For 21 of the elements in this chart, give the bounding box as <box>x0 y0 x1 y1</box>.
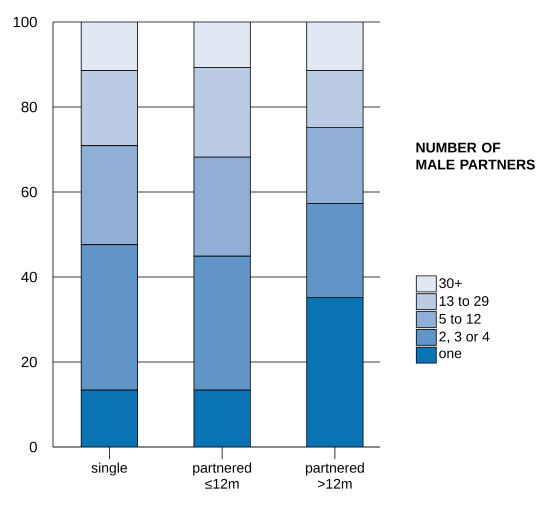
legend-title: NUMBER OF MALE PARTNERS <box>416 142 535 170</box>
y-tick-label: 100 <box>14 16 37 28</box>
x-tick-label: single <box>92 462 127 476</box>
legend-label: 5 to 12 <box>439 314 481 324</box>
y-tick-label: 0 <box>30 442 37 452</box>
legend-label: 30+ <box>439 278 462 288</box>
x-tick-label: partnered >12m <box>306 462 364 489</box>
legend-label: 2, 3 or 4 <box>439 332 490 344</box>
y-tick-label: 60 <box>22 186 37 198</box>
legend-label: one <box>439 350 462 358</box>
y-tick-label: 80 <box>22 102 37 112</box>
bar <box>306 297 364 447</box>
bar <box>80 390 138 447</box>
bar <box>80 22 138 71</box>
y-tick-label: 40 <box>21 272 37 282</box>
y-tick-label: 20 <box>22 356 37 368</box>
bar <box>194 390 251 447</box>
x-tick-label: partnered ≤12m <box>193 462 252 489</box>
bar <box>306 22 364 71</box>
bar <box>194 22 251 68</box>
legend-label: 13 to 29 <box>440 296 488 306</box>
